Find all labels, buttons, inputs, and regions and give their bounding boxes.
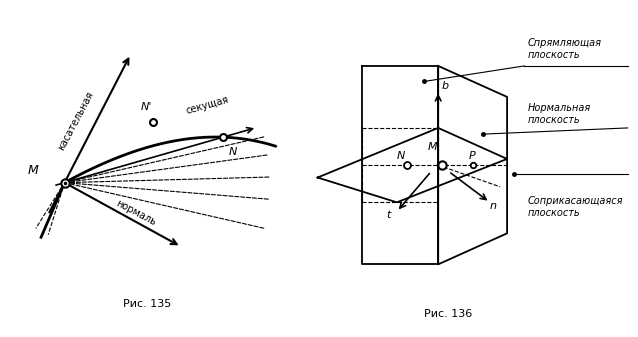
Text: касательная: касательная [56,90,96,152]
Text: M: M [27,164,38,177]
Text: Нормальная
плоскость: Нормальная плоскость [528,103,591,125]
Text: нормаль: нормаль [114,198,158,227]
Text: n: n [490,201,497,211]
Text: Рис. 135: Рис. 135 [122,299,171,309]
Text: t: t [387,210,391,220]
Text: M: M [428,142,438,152]
Text: Спрямляющая
плоскость: Спрямляющая плоскость [528,38,602,60]
Text: N: N [397,151,405,161]
Text: P: P [469,151,476,161]
Text: N: N [229,147,237,157]
Text: Рис. 136: Рис. 136 [424,309,473,319]
Text: N': N' [141,102,152,112]
Text: Соприкасающаяся
плоскость: Соприкасающаяся плоскость [528,196,623,218]
Text: секущая: секущая [184,94,230,116]
Text: b: b [441,81,449,91]
